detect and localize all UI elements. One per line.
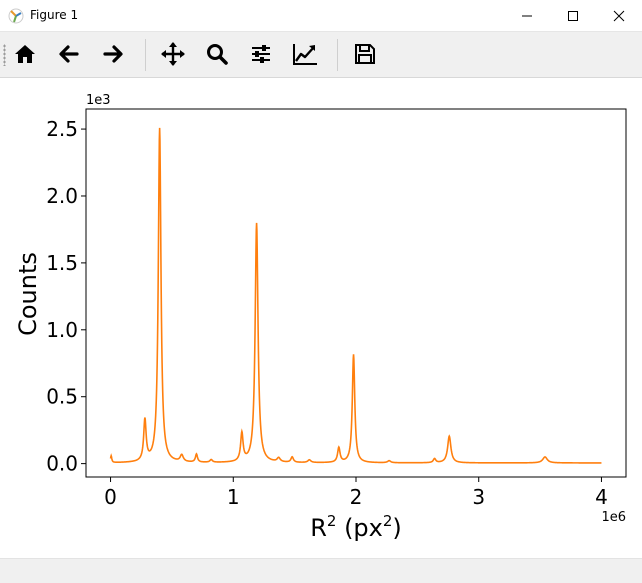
pan-icon (161, 42, 185, 66)
x-offset-label: 1e6 (601, 510, 626, 525)
home-button[interactable] (10, 39, 40, 69)
x-axis-label-end: ) (392, 514, 401, 542)
back-arrow-icon (59, 45, 79, 63)
toolbar-grip[interactable] (3, 44, 6, 66)
pan-button[interactable] (158, 39, 188, 69)
forward-button[interactable] (98, 39, 128, 69)
minimize-icon (522, 15, 532, 16)
save-icon (355, 44, 375, 64)
x-tick-label: 4 (595, 485, 608, 509)
zoom-icon (207, 44, 228, 65)
y-tick-label: 0.5 (46, 385, 78, 409)
series-line (109, 127, 602, 464)
forward-arrow-icon (103, 45, 123, 63)
toolbar-separator (337, 39, 338, 71)
maximize-button[interactable] (550, 0, 596, 31)
window-title: Figure 1 (30, 8, 79, 22)
toolbar-separator (145, 39, 146, 71)
axes-frame (85, 108, 627, 478)
x-tick-label: 1 (227, 485, 240, 509)
y-tick-label: 2.5 (46, 117, 78, 141)
y-tick-label: 0.0 (46, 452, 78, 476)
x-axis-label-mid: (px (336, 514, 382, 542)
close-icon (613, 10, 625, 21)
edit-axis-button[interactable] (290, 39, 320, 69)
navigation-toolbar (0, 32, 642, 78)
x-tick-label: 3 (472, 485, 485, 509)
matplotlib-app-icon (8, 8, 24, 24)
x-axis-label-sup2: 2 (383, 512, 393, 530)
y-tick-label: 1.5 (46, 251, 78, 275)
figure-canvas[interactable]: 0 1 2 3 4 0.0 0.5 1.0 1.5 2.0 2.5 1e3 1e6 Counts R… (0, 78, 642, 558)
close-button[interactable] (596, 0, 642, 31)
x-tick-label: 2 (350, 485, 363, 509)
edit-axis-icon (293, 44, 317, 65)
back-button[interactable] (54, 39, 84, 69)
zoom-button[interactable] (202, 39, 232, 69)
home-icon (15, 45, 35, 63)
save-button[interactable] (350, 39, 380, 69)
x-axis-label-base: R (310, 514, 327, 542)
line-chart[interactable]: 0 1 2 3 4 0.0 0.5 1.0 1.5 2.0 2.5 1e3 1e6 Counts R… (0, 78, 642, 558)
status-bar (0, 558, 642, 583)
title-bar: Figure 1 (0, 0, 642, 32)
y-tick-label: 2.0 (46, 184, 78, 208)
x-tick-label: 0 (104, 485, 117, 509)
x-axis-label: R2 (px2) (310, 512, 402, 542)
y-tick-label: 1.0 (46, 318, 78, 342)
maximize-icon (568, 10, 578, 21)
configure-subplots-icon (252, 45, 270, 63)
x-axis-label-sup: 2 (327, 512, 337, 530)
y-axis-label: Counts (14, 252, 42, 336)
minimize-button[interactable] (504, 0, 550, 31)
configure-subplots-button[interactable] (246, 39, 276, 69)
y-offset-label: 1e3 (86, 93, 111, 108)
